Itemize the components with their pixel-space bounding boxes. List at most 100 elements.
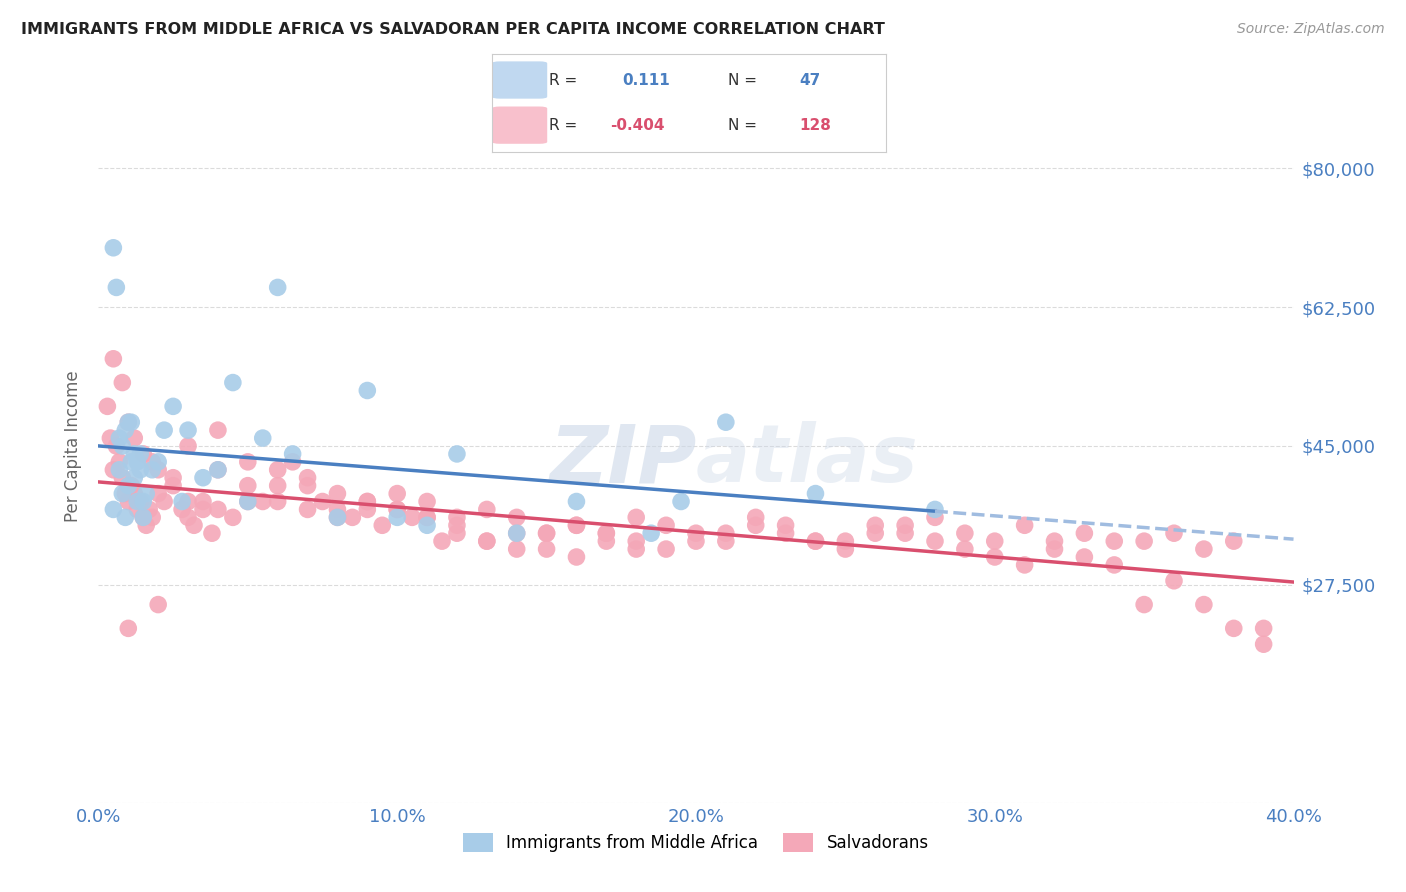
Point: [655, 542, 678, 557]
Point: [416, 510, 439, 524]
Point: [267, 478, 290, 492]
Point: [342, 510, 364, 524]
Point: [506, 542, 529, 557]
Point: [124, 471, 146, 485]
Point: [745, 510, 768, 524]
Point: [356, 494, 378, 508]
Point: [506, 526, 529, 541]
Point: [135, 518, 157, 533]
Point: [430, 534, 453, 549]
Point: [506, 526, 529, 541]
Point: [117, 494, 139, 508]
Point: [1253, 621, 1275, 635]
Point: [385, 502, 409, 516]
Text: ZIP: ZIP: [548, 421, 696, 500]
Point: [120, 455, 142, 469]
Point: [141, 463, 163, 477]
Point: [281, 447, 304, 461]
Point: [141, 510, 163, 524]
Point: [984, 534, 1007, 549]
Point: [191, 502, 214, 516]
Point: [103, 502, 125, 516]
Point: [475, 502, 498, 516]
Text: 47: 47: [799, 72, 821, 87]
Point: [252, 431, 274, 445]
Point: [385, 486, 409, 500]
Point: [267, 463, 290, 477]
Point: [222, 510, 245, 524]
Point: [236, 494, 259, 508]
Point: [124, 447, 146, 461]
Text: IMMIGRANTS FROM MIDDLE AFRICA VS SALVADORAN PER CAPITA INCOME CORRELATION CHART: IMMIGRANTS FROM MIDDLE AFRICA VS SALVADO…: [21, 22, 884, 37]
Point: [506, 510, 529, 524]
Point: [565, 494, 588, 508]
Text: -0.404: -0.404: [610, 118, 665, 133]
Point: [98, 431, 122, 445]
Point: [132, 447, 155, 461]
Point: [1192, 542, 1215, 557]
Point: [96, 400, 118, 414]
Point: [775, 518, 797, 533]
Point: [1192, 598, 1215, 612]
Point: [953, 542, 976, 557]
Point: [162, 478, 184, 492]
Point: [924, 510, 946, 524]
Point: [311, 494, 333, 508]
Point: [1104, 534, 1126, 549]
Point: [114, 423, 136, 437]
Point: [117, 415, 139, 429]
Point: [177, 494, 200, 508]
Point: [114, 510, 136, 524]
Point: [207, 502, 229, 516]
Point: [804, 534, 827, 549]
Point: [132, 510, 155, 524]
Point: [446, 510, 468, 524]
Point: [127, 494, 149, 508]
Point: [201, 526, 224, 541]
Point: [252, 494, 274, 508]
Point: [446, 526, 468, 541]
Text: N =: N =: [728, 72, 758, 87]
Point: [536, 526, 558, 541]
Point: [105, 280, 128, 294]
Point: [475, 534, 498, 549]
Point: [108, 455, 131, 469]
Text: 0.111: 0.111: [621, 72, 669, 87]
Point: [191, 471, 214, 485]
Point: [685, 534, 707, 549]
Point: [124, 431, 146, 445]
Point: [132, 494, 155, 508]
Point: [595, 526, 617, 541]
Point: [129, 494, 152, 508]
Point: [207, 423, 229, 437]
Point: [356, 494, 378, 508]
Point: [640, 526, 662, 541]
Point: [565, 518, 588, 533]
Point: [326, 502, 349, 516]
Point: [1073, 549, 1095, 564]
Point: [177, 510, 200, 524]
Point: [714, 415, 737, 429]
Point: [236, 455, 259, 469]
Point: [924, 502, 946, 516]
Point: [281, 455, 304, 469]
Point: [714, 534, 737, 549]
Point: [236, 494, 259, 508]
Point: [565, 549, 588, 564]
Point: [385, 510, 409, 524]
Point: [669, 494, 692, 508]
Point: [1253, 637, 1275, 651]
Point: [894, 518, 917, 533]
Point: [536, 542, 558, 557]
Point: [129, 463, 152, 477]
Point: [626, 510, 648, 524]
Point: [326, 510, 349, 524]
Point: [446, 447, 468, 461]
Point: [120, 415, 142, 429]
Point: [120, 478, 142, 492]
Point: [626, 534, 648, 549]
Point: [626, 542, 648, 557]
Y-axis label: Per Capita Income: Per Capita Income: [65, 370, 83, 522]
Point: [1073, 526, 1095, 541]
Point: [865, 526, 887, 541]
